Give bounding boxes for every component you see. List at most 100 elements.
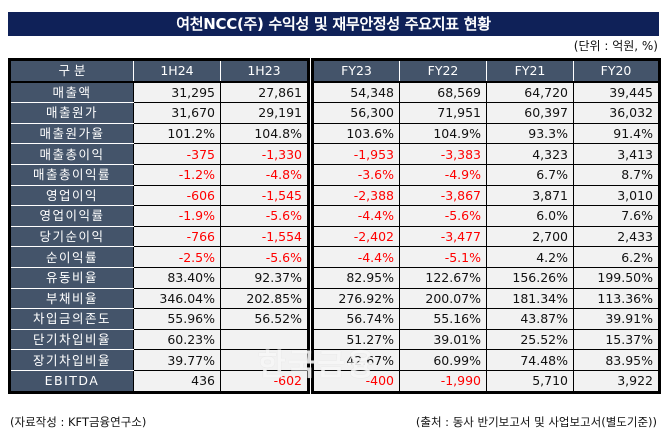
value-cell: 51.27% (312, 328, 400, 351)
value-cell: 36,032 (573, 102, 660, 124)
value-cell: 25.52% (486, 328, 574, 351)
value-cell: -3,867 (399, 184, 487, 207)
table-row: 56.74% 55.16% 43.87% 39.91% (312, 308, 660, 330)
value-cell: -766 (133, 225, 221, 248)
table-row: -4.4% -5.6% 6.0% 7.6% (312, 205, 660, 227)
table-row: -4.4% -5.1% 4.2% 6.2% (312, 246, 660, 268)
value-cell: 60.99% (399, 349, 487, 371)
value-cell: 39.91% (573, 308, 660, 330)
unit-note: (단위 : 억원, %) (573, 39, 658, 53)
value-cell: 104.8% (220, 122, 309, 145)
value-cell: 8.7% (573, 163, 660, 186)
value-cell: 200.07% (399, 287, 487, 310)
table-row: 순이익률 -2.5% -5.6% (9, 246, 309, 268)
value-cell: 92.37% (220, 266, 309, 289)
value-cell: 27,861 (220, 81, 309, 104)
value-cell: 39.01% (399, 328, 487, 351)
value-cell: -5.1% (399, 246, 487, 268)
value-cell: 3,010 (573, 184, 660, 207)
row-label: 매출액 (9, 81, 134, 104)
table-row: 103.6% 104.9% 93.3% 91.4% (312, 122, 660, 145)
row-label: 차입금의존도 (9, 308, 134, 330)
value-cell: -2,402 (312, 225, 400, 248)
table-row: 42.67% 60.99% 74.48% 83.95% (312, 349, 660, 371)
value-cell: -3,383 (399, 143, 487, 165)
row-label: 영업이익률 (9, 205, 134, 227)
value-cell: 68,569 (399, 81, 487, 104)
value-cell: 83.95% (573, 349, 660, 371)
value-cell: 346.04% (133, 287, 221, 310)
value-cell: -4.4% (312, 205, 400, 227)
value-cell: 5,710 (486, 369, 574, 393)
value-cell: 436 (133, 369, 221, 393)
value-cell: 60,397 (486, 102, 574, 124)
table-row: 매출총이익 -375 -1,330 (9, 143, 309, 165)
value-cell: 43.87% (486, 308, 574, 330)
value-cell: 55.16% (399, 308, 487, 330)
value-cell: 103.6% (312, 122, 400, 145)
value-cell: -606 (133, 184, 221, 207)
value-cell: -1.9% (133, 205, 221, 227)
table-row: 매출액 31,295 27,861 (9, 81, 309, 104)
value-cell: -4.8% (220, 163, 309, 186)
value-cell: 156.26% (486, 266, 574, 289)
value-cell: 113.36% (573, 287, 660, 310)
value-cell: 31,670 (133, 102, 221, 124)
table-row: 51.27% 39.01% 25.52% 15.37% (312, 328, 660, 351)
value-cell: -4.9% (399, 163, 487, 186)
value-cell: -3,477 (399, 225, 487, 248)
value-cell: 64,720 (486, 81, 574, 104)
row-label: 순이익률 (9, 246, 134, 268)
value-cell: 74.48% (486, 349, 574, 371)
row-label: EBITDA (9, 369, 134, 393)
value-cell: 276.92% (312, 287, 400, 310)
value-cell: 4.2% (486, 246, 574, 268)
value-cell (220, 328, 309, 351)
table-row: 매출총이익률 -1.2% -4.8% (9, 163, 309, 186)
column-header-fy21: FY21 (486, 58, 574, 83)
source-note-left: (자료작성 : KFT금융연구소) (10, 415, 147, 429)
value-cell: 15.37% (573, 328, 660, 351)
column-header-1h24: 1H24 (133, 58, 221, 83)
column-header-fy22: FY22 (399, 58, 487, 83)
value-cell: 101.2% (133, 122, 221, 145)
value-cell: -1,953 (312, 143, 400, 165)
value-cell: 202.85% (220, 287, 309, 310)
value-cell: -1,330 (220, 143, 309, 165)
row-label: 부채비율 (9, 287, 134, 310)
table-row: 매출원가율 101.2% 104.8% (9, 122, 309, 145)
column-header-1h23: 1H23 (220, 58, 309, 83)
row-label: 영업이익 (9, 184, 134, 207)
table-row: 56,300 71,951 60,397 36,032 (312, 102, 660, 124)
value-cell: -1.2% (133, 163, 221, 186)
table-row: 당기순이익 -766 -1,554 (9, 225, 309, 248)
page-title: 여천NCC(주) 수익성 및 재무안정성 주요지표 현황 (8, 12, 659, 36)
table-row: 영업이익 -606 -1,545 (9, 184, 309, 207)
table-row: 단기차입비율 60.23% (9, 328, 309, 351)
table-row: -3.6% -4.9% 6.7% 8.7% (312, 163, 660, 186)
value-cell: 2,433 (573, 225, 660, 248)
value-cell: 199.50% (573, 266, 660, 289)
value-cell: 56.74% (312, 308, 400, 330)
value-cell: 6.0% (486, 205, 574, 227)
value-cell: 104.9% (399, 122, 487, 145)
value-cell: 3,413 (573, 143, 660, 165)
row-label: 장기차입비율 (9, 349, 134, 371)
row-label: 매출총이익률 (9, 163, 134, 186)
value-cell: -1,990 (399, 369, 487, 393)
value-cell: -2,388 (312, 184, 400, 207)
column-header-fy23: FY23 (312, 58, 400, 83)
table-row: -1,953 -3,383 4,323 3,413 (312, 143, 660, 165)
table-row: 54,348 68,569 64,720 39,445 (312, 81, 660, 104)
table-row: 82.95% 122.67% 156.26% 199.50% (312, 266, 660, 289)
value-cell: 6.7% (486, 163, 574, 186)
value-cell: 39.77% (133, 349, 221, 371)
column-header-category: 구 분 (9, 58, 134, 83)
value-cell: -5.6% (220, 205, 309, 227)
row-label: 유동비율 (9, 266, 134, 289)
value-cell: -5.6% (220, 246, 309, 268)
table-row: -400 -1,990 5,710 3,922 (312, 369, 660, 393)
table-row: 매출원가 31,670 29,191 (9, 102, 309, 124)
table-row: EBITDA 436 -602 (9, 369, 309, 393)
right-indicator-table: FY23 FY22 FY21 FY20 54,348 68,569 64,720 39,44… (311, 58, 661, 394)
